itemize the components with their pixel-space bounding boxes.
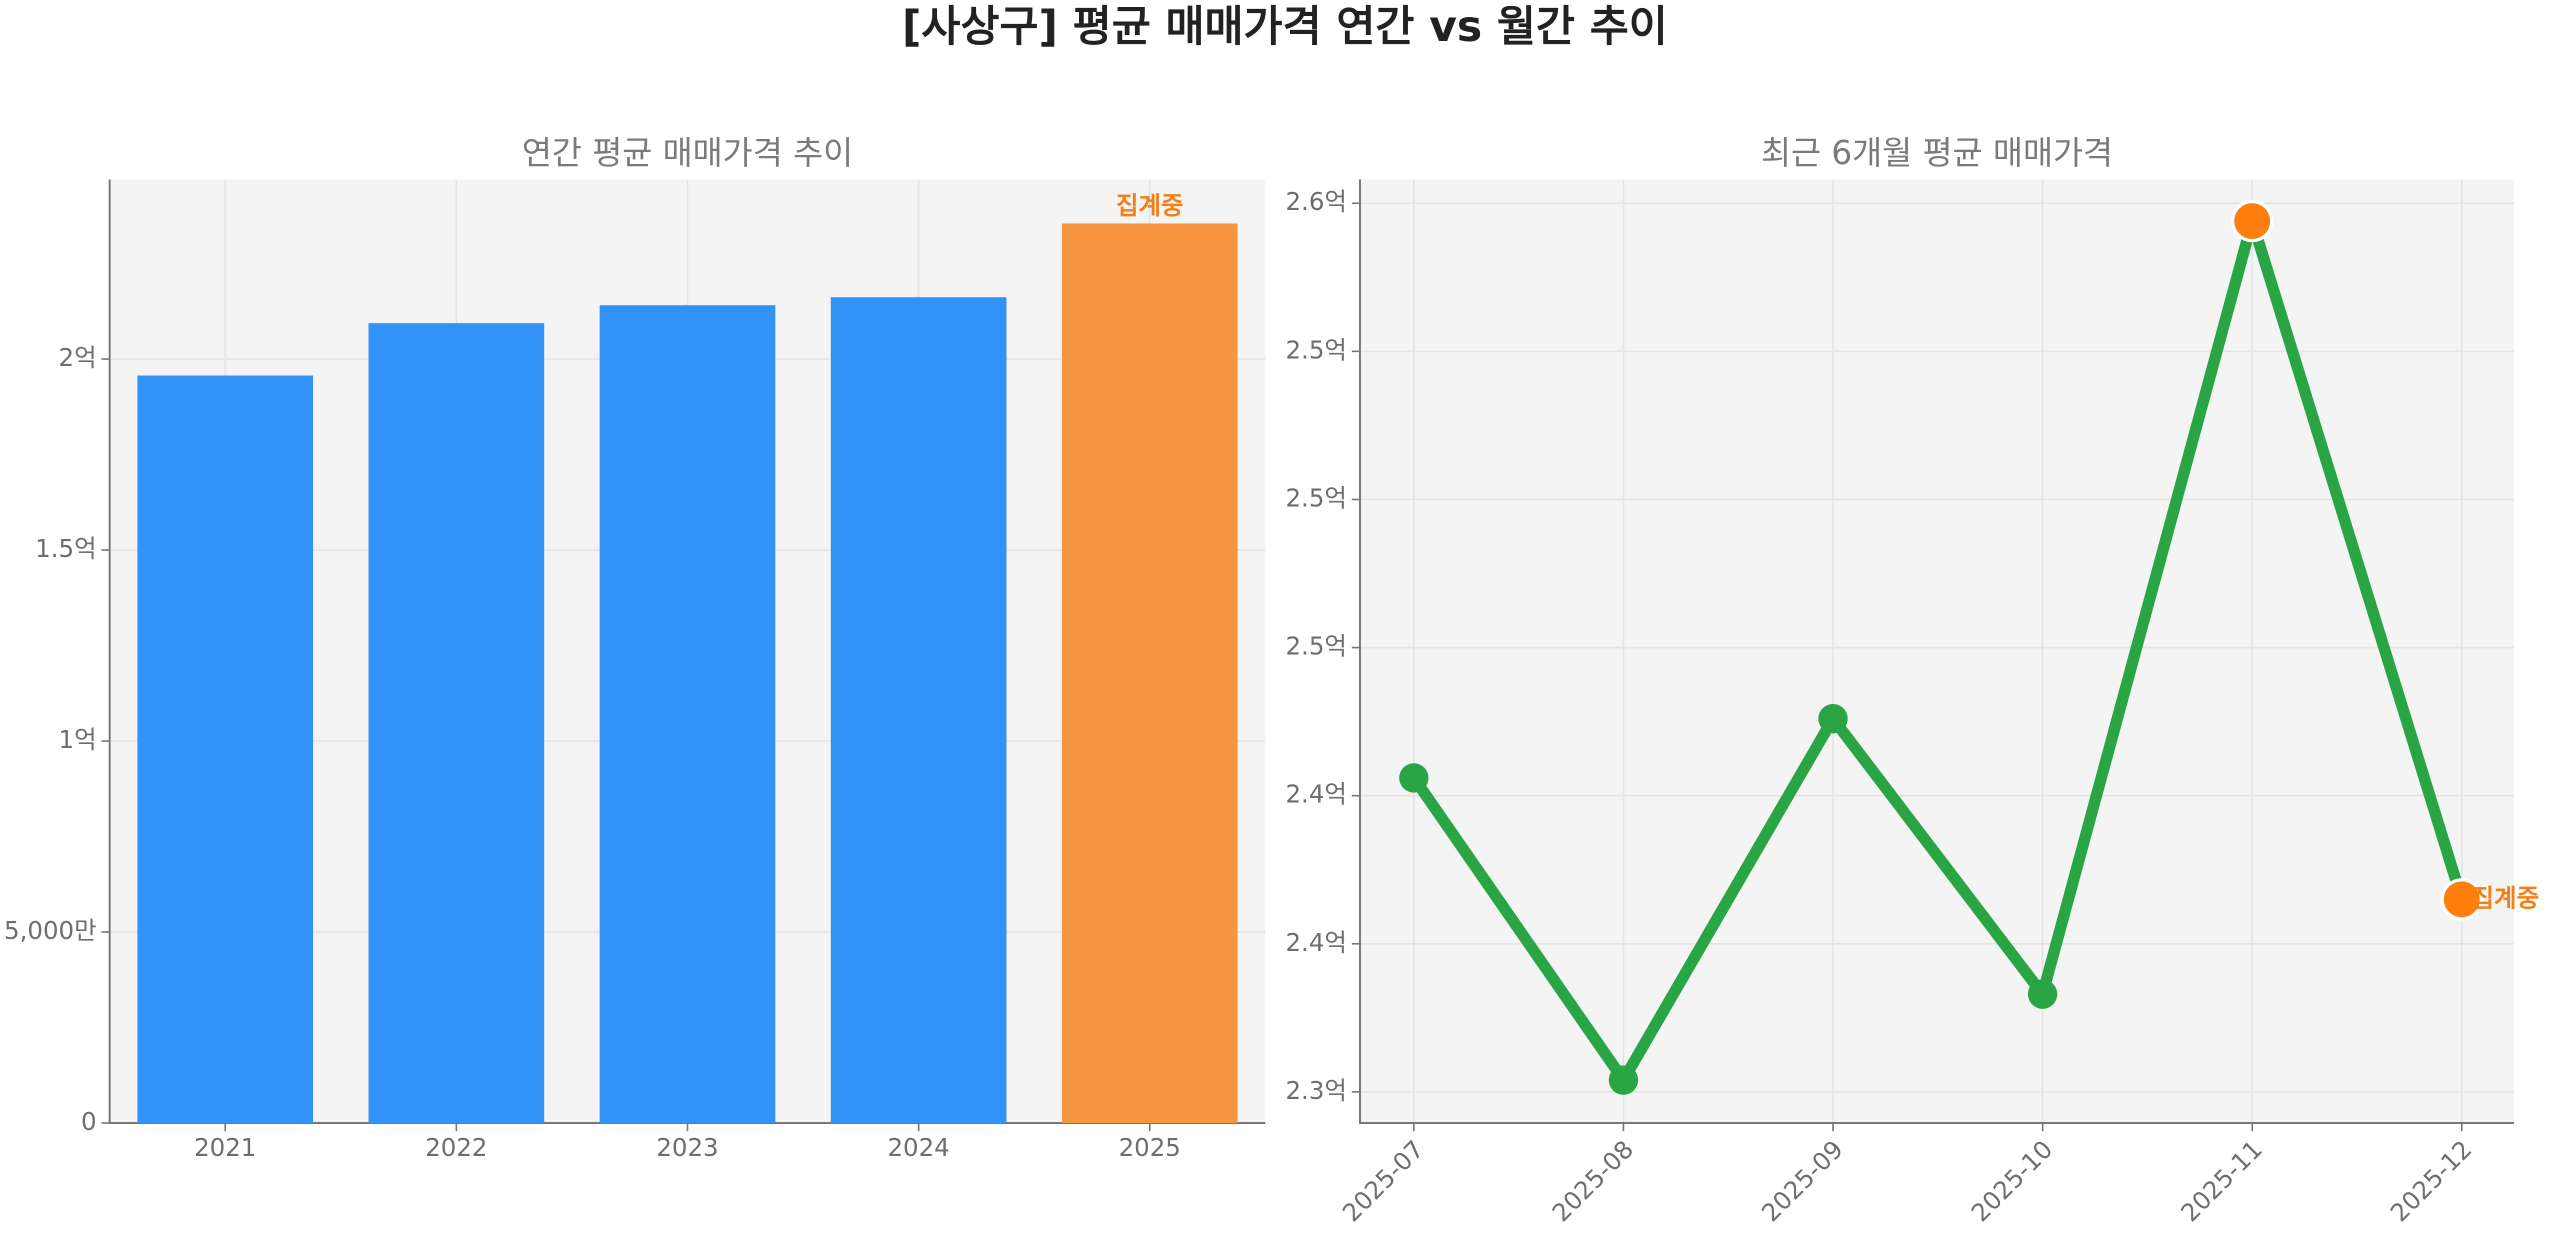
x-tick-label: 2025-12 bbox=[2385, 1135, 2478, 1228]
point bbox=[1608, 1065, 1639, 1095]
x-tick-label: 2025-07 bbox=[1337, 1135, 1430, 1228]
bar bbox=[599, 305, 776, 1124]
y-tick-label: 2.5억 bbox=[1285, 632, 1346, 661]
point bbox=[2440, 878, 2483, 921]
x-tick-label: 2023 bbox=[656, 1133, 718, 1162]
chart-title: 연간 평균 매매가격 추이 bbox=[522, 134, 853, 172]
point bbox=[1399, 763, 1429, 793]
y-tick-label: 2.6억 bbox=[1285, 187, 1346, 216]
y-tick-label: 1억 bbox=[59, 725, 97, 754]
y-tick-label: 0 bbox=[81, 1107, 97, 1136]
point bbox=[2230, 199, 2274, 243]
bar bbox=[830, 297, 1007, 1124]
x-tick-label: 2022 bbox=[425, 1133, 487, 1162]
y-tick-label: 2.5억 bbox=[1285, 483, 1346, 512]
bar bbox=[1061, 223, 1238, 1124]
y-tick-label: 2.4억 bbox=[1285, 780, 1346, 809]
x-tick-label: 2025 bbox=[1119, 1133, 1181, 1162]
x-tick-label: 2021 bbox=[194, 1133, 256, 1162]
y-tick-label: 5,000만 bbox=[4, 916, 97, 945]
bar bbox=[368, 323, 545, 1124]
x-tick-label: 2025-11 bbox=[2175, 1135, 2268, 1228]
annotation: 집계중 bbox=[2472, 883, 2540, 912]
y-tick-label: 2.5억 bbox=[1285, 335, 1346, 364]
axes bbox=[1359, 179, 2515, 1124]
figure-title: [사상구] 평균 매매가격 연간 vs 월간 추이 bbox=[902, 3, 1668, 52]
y-tick-label: 1.5억 bbox=[35, 534, 96, 563]
x-tick-label: 2025-08 bbox=[1546, 1135, 1639, 1228]
y-tick-label: 2.3억 bbox=[1285, 1076, 1346, 1105]
x-tick-label: 2025-09 bbox=[1756, 1135, 1849, 1228]
bar bbox=[137, 375, 314, 1124]
y-tick-label: 2억 bbox=[59, 343, 97, 372]
chart-title: 최근 6개월 평균 매매가격 bbox=[1761, 134, 2113, 172]
x-tick-label: 2024 bbox=[887, 1133, 949, 1162]
y-tick-label: 2.4억 bbox=[1285, 928, 1346, 957]
point bbox=[2027, 979, 2058, 1009]
line bbox=[1409, 215, 2468, 1086]
plot-area bbox=[1359, 179, 2514, 1124]
x-tick-label: 2025-10 bbox=[1966, 1135, 2059, 1228]
point bbox=[1818, 703, 1848, 734]
annotation: 집계중 bbox=[1116, 191, 1184, 220]
